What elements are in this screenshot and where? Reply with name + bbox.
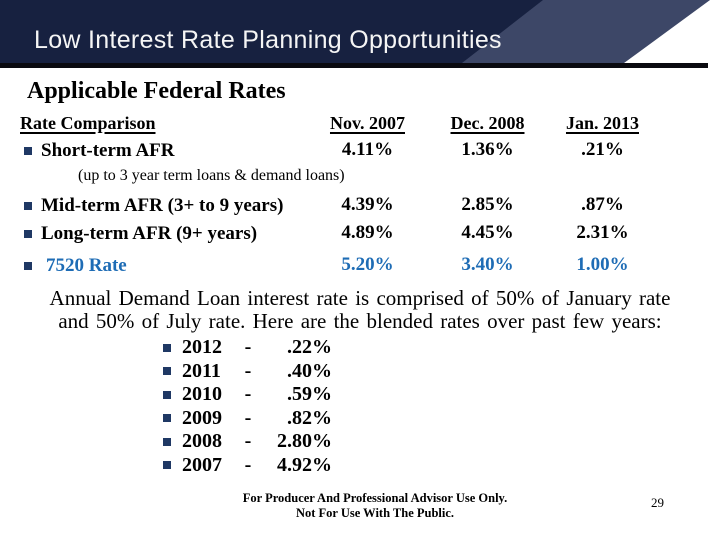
rate-value: 4.11% <box>341 139 394 160</box>
footer-line-1: For Producer And Professional Advisor Us… <box>242 491 508 505</box>
rate-value: .21% <box>581 139 624 160</box>
rate-value: 4.45% <box>461 222 514 243</box>
bullet-square-icon <box>24 202 32 210</box>
slide-title: Low Interest Rate Planning Opportunities <box>34 26 502 54</box>
row-label: 7520 Rate <box>20 255 310 277</box>
rate-comparison-table: Rate Comparison Nov. 2007 Dec. 2008 Jan.… <box>20 113 680 282</box>
section-heading: Applicable Federal Rates <box>27 78 286 104</box>
bullet-square-icon <box>24 262 32 270</box>
title-banner: Low Interest Rate Planning Opportunities <box>0 0 720 68</box>
year-label: 2008 <box>182 430 222 453</box>
year-label: 2012 <box>182 336 222 359</box>
demand-loan-paragraph: Annual Demand Loan interest rate is comp… <box>0 287 720 333</box>
row-label: Mid-term AFR (3+ to 9 years) <box>20 195 310 217</box>
separator-dash: - <box>244 453 252 476</box>
bullet-square-icon <box>163 437 171 446</box>
rate-value: 5.20% <box>341 254 394 275</box>
bullet-square-icon <box>163 461 171 470</box>
year-label: 2011 <box>182 359 221 382</box>
bullet-square-icon <box>163 414 171 423</box>
year-rate: .40% <box>287 359 332 382</box>
short-term-note: (up to 3 year term loans & demand loans) <box>78 167 345 184</box>
column-header-nov-2007: Nov. 2007 <box>329 113 405 133</box>
column-header-dec-2008: Dec. 2008 <box>450 113 525 133</box>
blended-rates-list: 2012 - .22% 2011 - .40% 2010 - .59% 2009… <box>163 336 332 477</box>
year-label: 2007 <box>182 453 222 476</box>
separator-dash: - <box>244 383 252 406</box>
list-item-2007: 2007 - 4.92% <box>163 454 332 478</box>
separator-dash: - <box>244 406 252 429</box>
list-item-2009: 2009 - .82% <box>163 407 332 431</box>
banner-diagonal-band <box>462 0 710 63</box>
banner-graphic <box>0 0 720 68</box>
footer-line-2: Not For Use With The Public. <box>295 506 455 520</box>
rate-value: 4.89% <box>341 222 394 243</box>
year-rate: 4.92% <box>277 453 332 476</box>
banner-underline-strip <box>0 63 708 68</box>
separator-dash: - <box>244 430 252 453</box>
year-rate: .82% <box>287 406 332 429</box>
rate-value: 1.36% <box>461 139 514 160</box>
list-item-2011: 2011 - .40% <box>163 360 332 384</box>
bullet-square-icon <box>163 343 171 352</box>
bullet-square-icon <box>163 390 171 399</box>
separator-dash: - <box>244 359 252 382</box>
table-header-row: Rate Comparison Nov. 2007 Dec. 2008 Jan.… <box>20 113 680 134</box>
rate-value: 2.85% <box>461 194 514 215</box>
separator-dash: - <box>244 336 252 359</box>
column-header-jan-2013: Jan. 2013 <box>565 113 639 133</box>
rate-value: 3.40% <box>461 254 514 275</box>
rate-value: 2.31% <box>576 222 629 243</box>
page-number: 29 <box>651 495 664 510</box>
rate-value: .87% <box>581 194 624 215</box>
list-item-2008: 2008 - 2.80% <box>163 430 332 454</box>
year-rate: .59% <box>287 383 332 406</box>
list-item-2012: 2012 - .22% <box>163 336 332 360</box>
year-label: 2010 <box>182 383 222 406</box>
table-row-mid-term-afr: Mid-term AFR (3+ to 9 years) 4.39% 2.85%… <box>20 194 680 218</box>
table-row-short-term-afr: Short-term AFR 4.11% 1.36% .21% <box>20 139 680 163</box>
table-row-7520-rate: 7520 Rate 5.20% 3.40% 1.00% <box>20 254 680 278</box>
row-label: Short-term AFR <box>20 140 310 162</box>
year-rate: .22% <box>287 336 332 359</box>
list-item-2010: 2010 - .59% <box>163 383 332 407</box>
banner-corner-triangle <box>624 0 720 63</box>
bullet-square-icon <box>163 367 171 376</box>
year-label: 2009 <box>182 406 222 429</box>
compliance-footer: For Producer And Professional Advisor Us… <box>30 491 720 521</box>
rate-value: 4.39% <box>341 194 394 215</box>
year-rate: 2.80% <box>277 430 332 453</box>
bullet-square-icon <box>24 147 32 155</box>
row-label: Long-term AFR (9+ years) <box>20 223 310 245</box>
table-row-long-term-afr: Long-term AFR (9+ years) 4.89% 4.45% 2.3… <box>20 222 680 246</box>
label-column-header: Rate Comparison <box>20 113 156 133</box>
rate-value: 1.00% <box>576 254 629 275</box>
bullet-square-icon <box>24 230 32 238</box>
paragraph-line-1: Annual Demand Loan interest rate is comp… <box>49 286 671 310</box>
paragraph-line-2: and 50% of July rate. Here are the blend… <box>58 309 662 333</box>
